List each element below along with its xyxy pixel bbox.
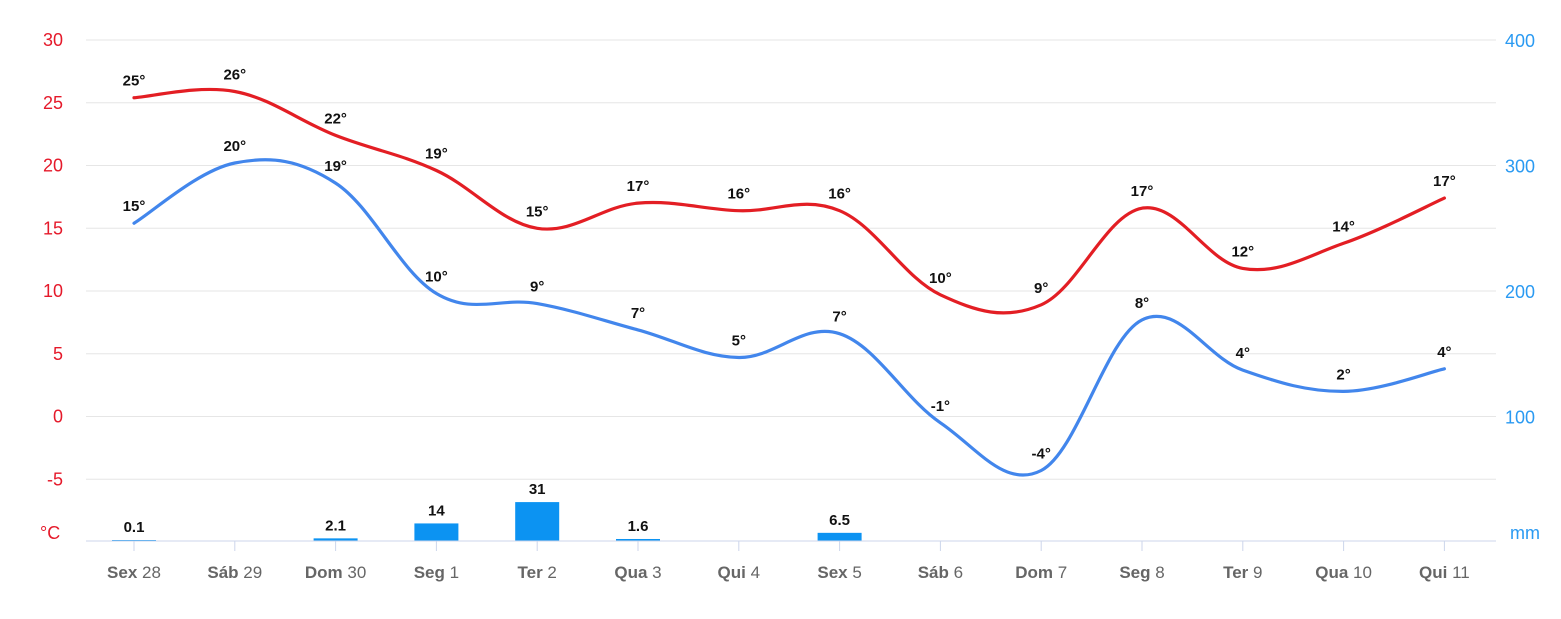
min-temperature-label: -4°: [1032, 445, 1051, 462]
x-tick-label: Sex 5: [817, 563, 861, 582]
y-left-tick-label: 30: [43, 30, 63, 50]
min-temperature-label: 20°: [223, 138, 246, 155]
x-tick-label: Qua 10: [1315, 563, 1372, 582]
min-temperature-label: 4°: [1437, 344, 1451, 361]
x-tick-label: Qui 11: [1419, 563, 1470, 582]
temperature-lines: [132, 87, 1446, 477]
precipitation-bar: [817, 532, 862, 541]
min-temperature-label: 4°: [1236, 345, 1250, 362]
min-temperature-label: 8°: [1135, 295, 1149, 312]
y-left-tick-label: 5: [53, 344, 63, 364]
max-temperature-label: 25°: [123, 73, 146, 90]
x-tick-label: Sáb 29: [207, 563, 262, 582]
max-temperature-label: 9°: [1034, 280, 1048, 297]
precipitation-label: 2.1: [325, 517, 346, 534]
x-tick-label: Sáb 6: [918, 563, 963, 582]
y-right-tick-label: 300: [1505, 157, 1535, 177]
max-temperature-label: 17°: [1131, 183, 1154, 200]
max-temperature-label: 12°: [1231, 243, 1254, 260]
min-temperature-label: 15°: [123, 198, 146, 215]
max-temperature-label: 16°: [727, 186, 750, 203]
x-tick-label: Qua 3: [614, 563, 661, 582]
max-temperature-line: [132, 87, 1446, 315]
max-temperature-label: 17°: [627, 178, 650, 195]
precipitation-axis: 400 300 200 100 mm: [1505, 31, 1540, 543]
y-left-tick-label: 25: [43, 93, 63, 113]
y-right-tick-label: 400: [1505, 31, 1535, 51]
x-tick-label: Seg 1: [414, 563, 459, 582]
y-left-tick-label: -5: [47, 469, 63, 489]
max-temperature-label: 17°: [1433, 173, 1456, 190]
y-left-tick-label: 0: [53, 407, 63, 427]
min-temperature-label: 7°: [631, 305, 645, 322]
precipitation-bar: [515, 502, 560, 541]
max-temperature-label: 19°: [425, 146, 448, 163]
x-tick-label: Seg 8: [1119, 563, 1164, 582]
x-tick-label: Sex 28: [107, 563, 161, 582]
y-left-tick-label: 10: [43, 281, 63, 301]
x-tick-label: Ter 9: [1223, 563, 1262, 582]
max-temperature-label: 10°: [929, 270, 952, 287]
max-temperature-label: 22°: [324, 110, 347, 127]
min-temperature-label: 2°: [1336, 366, 1350, 383]
y-left-unit: °C: [40, 523, 60, 543]
min-temperature-label: 19°: [324, 158, 347, 175]
max-temperature-label: 16°: [828, 186, 851, 203]
x-tick-label: Qui 4: [718, 563, 761, 582]
y-right-unit: mm: [1510, 523, 1540, 543]
date-axis: Sex 28 Sáb 29 Dom 30 Seg 1 Ter 2 Qua 3 Qui 4 Se…: [86, 540, 1496, 582]
data-labels: 0.1 2.1 14 31 1.6 6.5 25° 26° 22° 19° 15° 17° 16° 16°…: [123, 66, 1456, 536]
max-temperature-label: 14°: [1332, 218, 1355, 235]
min-temperature-label: 9°: [530, 279, 544, 296]
y-right-tick-label: 200: [1505, 282, 1535, 302]
gridlines: [86, 39, 1496, 480]
min-temperature-label: 10°: [425, 269, 448, 286]
precipitation-label: 1.6: [628, 518, 649, 535]
min-temperature-label: 7°: [832, 309, 846, 326]
precipitation-label: 0.1: [124, 519, 145, 536]
temperature-axis: 30 25 20 15 10 5 0 -5 °C: [40, 30, 63, 543]
max-temperature-label: 26°: [223, 66, 246, 83]
precipitation-bar: [414, 523, 459, 541]
x-tick-label: Dom 7: [1015, 563, 1067, 582]
x-tick-label: Dom 30: [305, 563, 366, 582]
precipitation-bar: [616, 538, 660, 541]
precipitation-label: 6.5: [829, 512, 850, 529]
precipitation-bars: [112, 502, 862, 541]
min-temperature-label: 5°: [732, 333, 746, 350]
y-left-tick-label: 20: [43, 156, 63, 176]
y-right-tick-label: 100: [1505, 408, 1535, 428]
precipitation-label: 14: [428, 502, 445, 519]
precipitation-bar: [313, 538, 358, 541]
x-tick-label: Ter 2: [518, 563, 557, 582]
y-left-tick-label: 15: [43, 218, 63, 238]
max-temperature-label: 15°: [526, 203, 549, 220]
precipitation-label: 31: [529, 481, 546, 498]
min-temperature-line: [132, 158, 1446, 477]
min-temperature-label: -1°: [931, 398, 950, 415]
